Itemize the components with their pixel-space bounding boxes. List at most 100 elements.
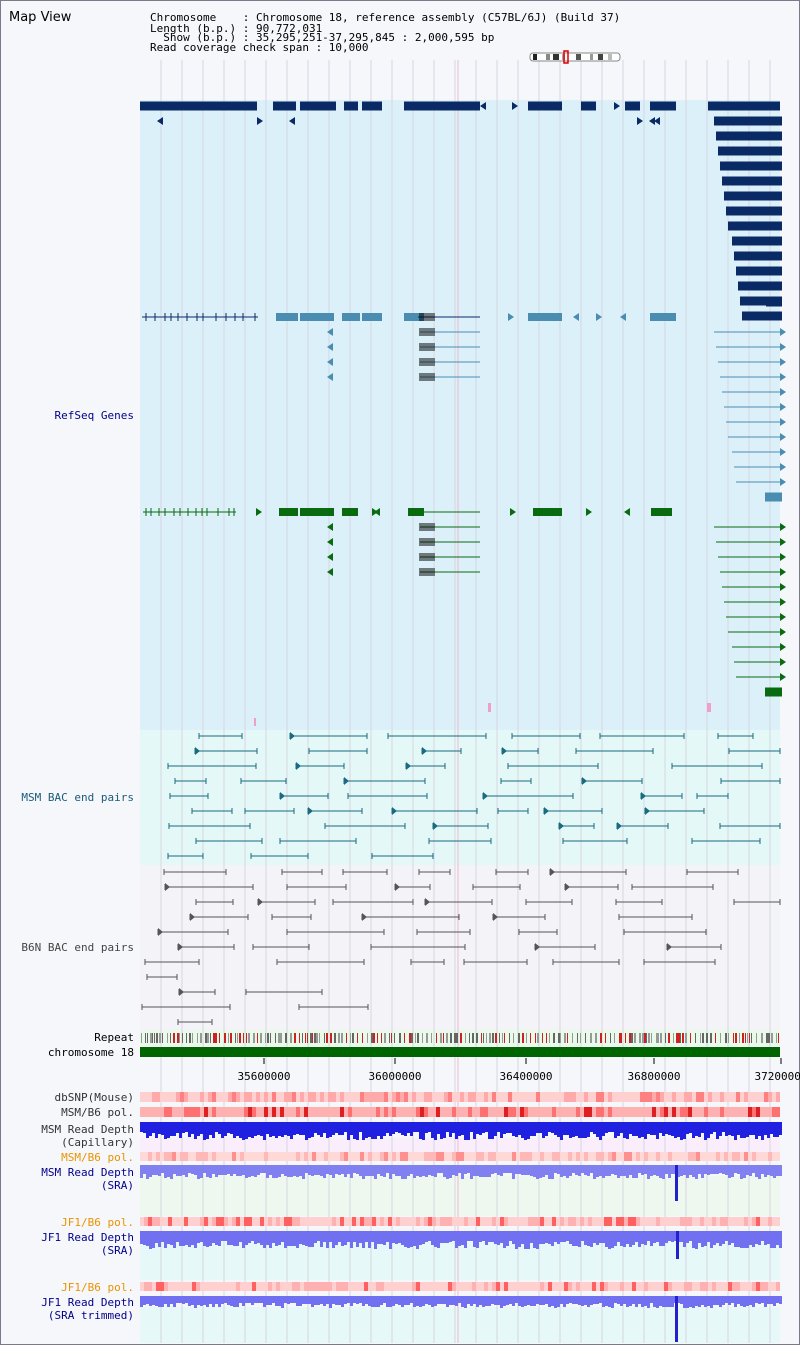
- depth-bar: [416, 1122, 419, 1132]
- repeat-mark: [260, 1033, 262, 1043]
- heatmap-cell: [516, 1217, 520, 1226]
- depth-bar: [563, 1231, 566, 1242]
- depth-bar: [368, 1122, 371, 1137]
- heatmap-cell: [328, 1282, 332, 1291]
- depth-bar: [677, 1122, 680, 1137]
- gene-exon: [404, 313, 424, 321]
- heatmap-cell: [148, 1152, 152, 1161]
- heatmap-cell: [164, 1282, 168, 1291]
- heatmap-cell: [424, 1217, 428, 1226]
- bac-end-arrow: [425, 898, 430, 906]
- jf1-b6-pol-label-2: JF1/B6 pol.: [61, 1281, 134, 1294]
- depth-bar: [188, 1122, 191, 1137]
- chromosome-label: chromosome 18: [47, 1046, 134, 1059]
- depth-bar: [440, 1231, 443, 1243]
- depth-bar: [551, 1122, 554, 1133]
- repeat-mark: [389, 1033, 390, 1043]
- heatmap-cell: [476, 1282, 480, 1291]
- depth-bar: [617, 1296, 620, 1304]
- depth-bar: [599, 1296, 602, 1303]
- heatmap-cell: [588, 1107, 592, 1117]
- heatmap-cell: [328, 1217, 332, 1226]
- heatmap-cell: [280, 1282, 284, 1291]
- depth-bar: [353, 1122, 356, 1139]
- heatmap-cell: [764, 1152, 768, 1161]
- depth-bar: [644, 1296, 647, 1306]
- heatmap-cell: [360, 1282, 364, 1291]
- repeat-mark: [167, 1033, 168, 1043]
- depth-bar: [377, 1165, 380, 1174]
- heatmap-cell: [728, 1107, 732, 1117]
- heatmap-cell: [572, 1152, 576, 1161]
- repeat-mark: [499, 1033, 500, 1043]
- depth-bar: [698, 1122, 701, 1137]
- depth-bar: [389, 1122, 392, 1136]
- heatmap-cell: [228, 1282, 232, 1291]
- gene-arrow: [374, 508, 380, 516]
- depth-bar: [458, 1165, 461, 1173]
- depth-bar: [602, 1231, 605, 1243]
- depth-bar: [341, 1165, 344, 1174]
- depth-bar: [365, 1122, 368, 1138]
- depth-bar: [356, 1296, 359, 1304]
- depth-bar: [224, 1165, 227, 1175]
- depth-bar: [533, 1122, 536, 1136]
- heatmap-cell: [640, 1092, 644, 1102]
- heatmap-cell: [668, 1282, 672, 1291]
- depth-bar: [263, 1122, 266, 1140]
- repeat-mark: [152, 1033, 153, 1043]
- depth-bar: [611, 1231, 614, 1248]
- depth-bar: [254, 1122, 257, 1136]
- heatmap-cell: [436, 1152, 440, 1161]
- heatmap-cell: [584, 1282, 588, 1291]
- gene-transcript-bar: [742, 311, 782, 321]
- depth-bar: [311, 1296, 314, 1307]
- heatmap-cell: [656, 1282, 660, 1291]
- heatmap-cell: [532, 1092, 536, 1102]
- heatmap-cell: [404, 1282, 408, 1291]
- gene-arrow: [780, 583, 786, 591]
- heatmap-cell: [656, 1107, 660, 1117]
- heatmap-cell: [288, 1107, 292, 1117]
- heatmap-cell: [236, 1152, 240, 1161]
- depth-bar: [719, 1296, 722, 1307]
- depth-bar: [395, 1296, 398, 1304]
- heatmap-cell: [396, 1217, 400, 1226]
- heatmap-cell: [592, 1217, 596, 1226]
- depth-bar: [179, 1231, 182, 1246]
- depth-bar: [581, 1122, 584, 1138]
- heatmap-cell: [184, 1107, 188, 1117]
- depth-bar: [359, 1296, 362, 1303]
- bac-end-arrow: [493, 913, 498, 921]
- depth-spike: [675, 1165, 678, 1201]
- heatmap-cell: [140, 1092, 144, 1102]
- heatmap-cell: [708, 1092, 712, 1102]
- heatmap-cell: [192, 1092, 196, 1102]
- heatmap-cell: [776, 1282, 780, 1291]
- heatmap-cell: [608, 1217, 612, 1226]
- repeat-mark: [489, 1033, 491, 1043]
- heatmap-cell: [728, 1217, 732, 1226]
- heatmap-cell: [548, 1282, 552, 1291]
- heatmap-cell: [144, 1282, 148, 1291]
- depth-bar: [596, 1296, 599, 1304]
- refseq-track-bg: [140, 100, 780, 730]
- axis-tick-label: 37200000: [755, 1070, 800, 1083]
- heatmap-cell: [508, 1092, 512, 1102]
- heatmap-cell: [184, 1282, 188, 1291]
- depth-bar: [146, 1165, 149, 1179]
- heatmap-cell: [692, 1217, 696, 1226]
- depth-bar: [641, 1165, 644, 1175]
- depth-bar: [185, 1165, 188, 1177]
- heatmap-cell: [152, 1217, 156, 1226]
- heatmap-cell: [224, 1152, 228, 1161]
- heatmap-cell: [468, 1092, 472, 1102]
- depth-bar: [212, 1165, 215, 1174]
- heatmap-cell: [700, 1107, 704, 1117]
- heatmap-cell: [312, 1152, 316, 1161]
- heatmap-cell: [700, 1152, 704, 1161]
- depth-bar: [494, 1231, 497, 1244]
- heatmap-cell: [172, 1107, 176, 1117]
- depth-bar: [593, 1296, 596, 1304]
- depth-bar: [671, 1122, 674, 1136]
